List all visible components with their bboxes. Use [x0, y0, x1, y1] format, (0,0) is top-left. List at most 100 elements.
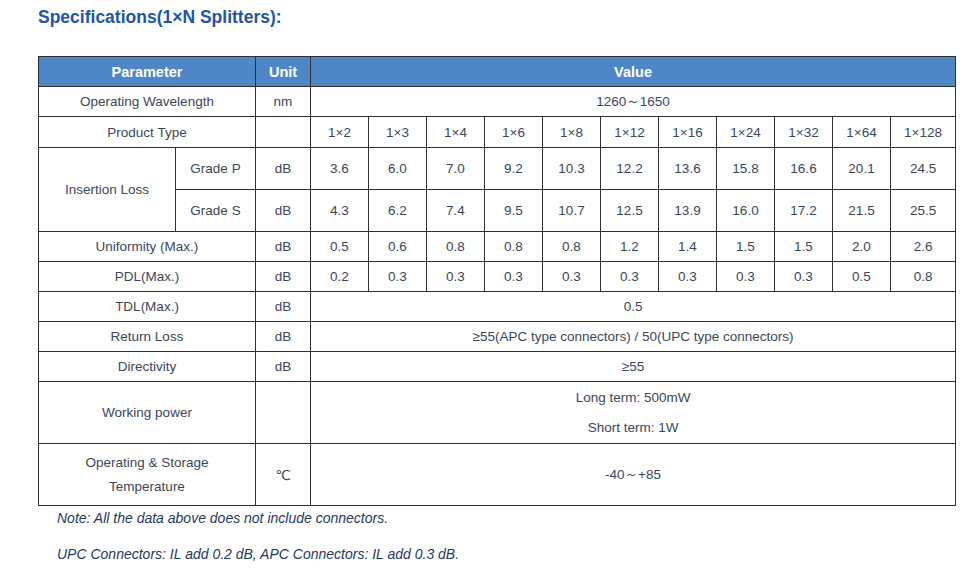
- value-cell: -40～+85: [311, 444, 956, 506]
- note-line-1: Note: All the data above does not includ…: [57, 510, 917, 526]
- value-cell: 0.5: [311, 232, 369, 262]
- param-label: PDL(Max.): [39, 262, 256, 292]
- unit-cell: dB: [256, 322, 311, 352]
- header-unit: Unit: [256, 57, 311, 87]
- specifications-table: Parameter Unit Value Operating Wavelengt…: [38, 56, 956, 506]
- unit-cell: dB: [256, 232, 311, 262]
- value-cell: 3.6: [311, 148, 369, 190]
- value-cell: 10.3: [543, 148, 601, 190]
- value-cell: 1.5: [775, 232, 833, 262]
- value-cell: 24.5: [891, 148, 956, 190]
- page-title: Specifications(1×N Splitters):: [38, 7, 282, 28]
- value-cell: 6.2: [369, 190, 427, 232]
- unit-cell: dB: [256, 292, 311, 322]
- unit-cell: dB: [256, 148, 311, 190]
- table-header-row: Parameter Unit Value: [39, 57, 956, 87]
- product-type-cell: 1×12: [601, 117, 659, 148]
- value-cell: 0.5: [833, 262, 891, 292]
- value-cell: 21.5: [833, 190, 891, 232]
- value-cell: 7.4: [427, 190, 485, 232]
- note-line-2: UPC Connectors: IL add 0.2 dB, APC Conne…: [57, 546, 917, 562]
- value-cell: 6.0: [369, 148, 427, 190]
- product-type-cell: 1×16: [659, 117, 717, 148]
- header-value: Value: [311, 57, 956, 87]
- param-label: Return Loss: [39, 322, 256, 352]
- temperature-label-line2: Temperature: [39, 475, 255, 499]
- unit-cell: dB: [256, 352, 311, 382]
- value-cell: 0.3: [485, 262, 543, 292]
- product-type-cell: 1×24: [717, 117, 775, 148]
- product-type-cell: 1×3: [369, 117, 427, 148]
- row-temperature: Operating & Storage Temperature ℃ -40～+8…: [39, 444, 956, 506]
- value-cell: 0.5: [311, 292, 956, 322]
- product-type-cell: 1×6: [485, 117, 543, 148]
- value-cell: 10.7: [543, 190, 601, 232]
- param-label: Directivity: [39, 352, 256, 382]
- param-label: Operating Wavelength: [39, 87, 256, 117]
- product-type-cell: 1×128: [891, 117, 956, 148]
- value-cell: 0.6: [369, 232, 427, 262]
- param-label: Uniformity (Max.): [39, 232, 256, 262]
- value-cell: 0.3: [601, 262, 659, 292]
- row-directivity: Directivity dB ≥55: [39, 352, 956, 382]
- value-cell: 12.5: [601, 190, 659, 232]
- param-label: Product Type: [39, 117, 256, 148]
- value-cell: 0.8: [543, 232, 601, 262]
- value-cell: 0.3: [369, 262, 427, 292]
- grade-label: Grade S: [176, 190, 256, 232]
- row-product-type: Product Type 1×2 1×3 1×4 1×6 1×8 1×12 1×…: [39, 117, 956, 148]
- value-cell: 0.3: [543, 262, 601, 292]
- value-cell: 1.4: [659, 232, 717, 262]
- value-cell: 0.2: [311, 262, 369, 292]
- value-cell: 13.9: [659, 190, 717, 232]
- product-type-cell: 1×8: [543, 117, 601, 148]
- value-cell: 20.1: [833, 148, 891, 190]
- value-cell: ≥55: [311, 352, 956, 382]
- product-type-cell: 1×2: [311, 117, 369, 148]
- value-cell: 13.6: [659, 148, 717, 190]
- value-cell: 0.8: [485, 232, 543, 262]
- value-cell: 1.5: [717, 232, 775, 262]
- value-cell: 0.3: [775, 262, 833, 292]
- header-parameter: Parameter: [39, 57, 256, 87]
- row-uniformity: Uniformity (Max.) dB 0.5 0.6 0.8 0.8 0.8…: [39, 232, 956, 262]
- value-cell: 0.3: [717, 262, 775, 292]
- value-cell-working-power: Long term: 500mW Short term: 1W: [311, 382, 956, 444]
- product-type-cell: 1×4: [427, 117, 485, 148]
- product-type-cell: 1×32: [775, 117, 833, 148]
- grade-label: Grade P: [176, 148, 256, 190]
- value-cell: 2.0: [833, 232, 891, 262]
- row-tdl: TDL(Max.) dB 0.5: [39, 292, 956, 322]
- value-cell: 16.6: [775, 148, 833, 190]
- param-label-temperature: Operating & Storage Temperature: [39, 444, 256, 506]
- row-insertion-loss-grade-p: Insertion Loss Grade P dB 3.6 6.0 7.0 9.…: [39, 148, 956, 190]
- param-label-insertion-loss: Insertion Loss: [39, 148, 176, 232]
- value-cell: ≥55(APC type connectors) / 50(UPC type c…: [311, 322, 956, 352]
- value-cell: 9.2: [485, 148, 543, 190]
- value-cell: 0.8: [891, 262, 956, 292]
- value-cell: 0.3: [659, 262, 717, 292]
- unit-cell: ℃: [256, 444, 311, 506]
- value-cell: 16.0: [717, 190, 775, 232]
- value-cell: 2.6: [891, 232, 956, 262]
- product-type-cell: 1×64: [833, 117, 891, 148]
- working-power-short-term: Short term: 1W: [311, 419, 955, 437]
- param-label: Working power: [39, 382, 256, 444]
- value-cell: 0.8: [427, 232, 485, 262]
- value-cell: 17.2: [775, 190, 833, 232]
- unit-cell: [256, 382, 311, 444]
- row-pdl: PDL(Max.) dB 0.2 0.3 0.3 0.3 0.3 0.3 0.3…: [39, 262, 956, 292]
- temperature-label-line1: Operating & Storage: [39, 451, 255, 475]
- unit-cell: dB: [256, 262, 311, 292]
- spec-sheet-page: Specifications(1×N Splitters): Parameter…: [0, 0, 962, 584]
- unit-cell: dB: [256, 190, 311, 232]
- footnotes: Note: All the data above does not includ…: [57, 510, 917, 582]
- working-power-long-term: Long term: 500mW: [311, 389, 955, 407]
- param-label: TDL(Max.): [39, 292, 256, 322]
- value-cell: 7.0: [427, 148, 485, 190]
- row-return-loss: Return Loss dB ≥55(APC type connectors) …: [39, 322, 956, 352]
- value-cell: 25.5: [891, 190, 956, 232]
- value-cell: 0.3: [427, 262, 485, 292]
- value-cell: 9.5: [485, 190, 543, 232]
- row-insertion-loss-grade-s: Grade S dB 4.3 6.2 7.4 9.5 10.7 12.5 13.…: [39, 190, 956, 232]
